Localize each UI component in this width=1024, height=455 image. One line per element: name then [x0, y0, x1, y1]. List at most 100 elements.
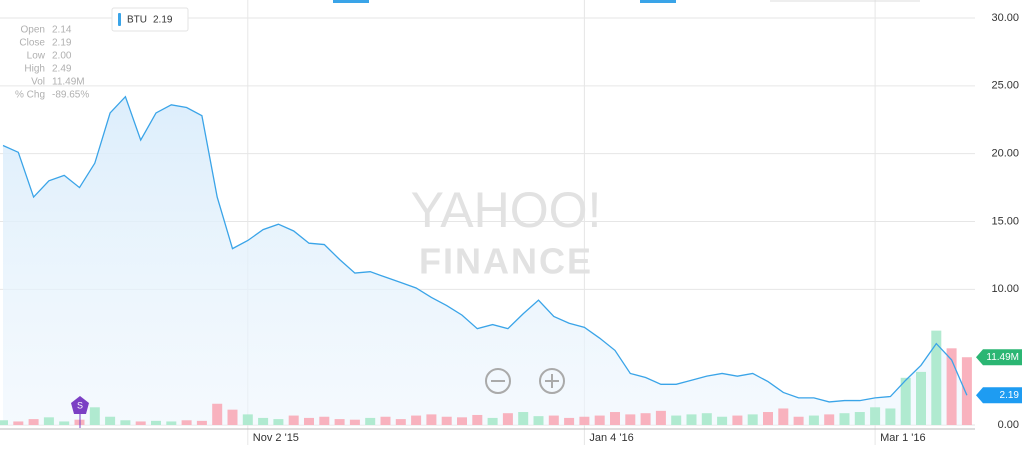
price-tag: 2.19	[1000, 390, 1020, 401]
volume-bar	[13, 421, 24, 425]
zoom-out-button[interactable]	[485, 368, 511, 394]
volume-bar	[151, 420, 161, 425]
volume-bar	[946, 348, 957, 425]
volume-bar	[701, 413, 712, 425]
volume-bar	[166, 421, 177, 425]
volume-bar	[441, 416, 452, 425]
volume-bar	[380, 416, 391, 425]
volume-bar	[227, 409, 238, 425]
info-label: High	[24, 64, 45, 75]
volume-bar	[640, 413, 651, 425]
info-label: Low	[27, 51, 46, 62]
volume-bar	[594, 415, 605, 425]
volume-bar	[319, 416, 330, 425]
volume-bar	[839, 413, 850, 425]
info-value: 11.49M	[52, 77, 85, 88]
y-tick-label: 25.00	[991, 80, 1019, 92]
volume-bar	[411, 415, 422, 425]
volume-bar	[870, 407, 881, 425]
y-tick-label: 10.00	[991, 283, 1019, 295]
volume-bar	[931, 330, 942, 425]
volume-bar	[89, 407, 100, 425]
x-tick-label: Nov 2 '15	[253, 432, 299, 444]
y-tick-label: 0.00	[998, 419, 1019, 431]
volume-bar	[808, 415, 819, 425]
volume-bar	[334, 419, 345, 425]
info-value: 2.00	[52, 51, 72, 62]
y-tick-label: 15.00	[991, 215, 1019, 227]
volume-bar	[395, 419, 406, 425]
volume-bar	[258, 417, 269, 425]
volume-bar	[43, 417, 54, 425]
volume-bar	[671, 415, 682, 425]
volume-bar	[610, 412, 620, 425]
volume-bar	[457, 417, 467, 425]
tab-indicator	[640, 0, 676, 3]
volume-bar	[778, 408, 789, 425]
info-label: Vol	[31, 77, 45, 88]
zoom-in-button[interactable]	[539, 368, 565, 394]
volume-bar	[365, 417, 376, 425]
volume-bar	[579, 416, 590, 425]
legend-name: BTU	[127, 15, 147, 26]
watermark: YAHOO!	[411, 182, 602, 238]
price-tag-bg	[976, 387, 1022, 404]
volume-bar	[120, 420, 131, 425]
info-value: 2.49	[52, 64, 72, 75]
volume-bar	[655, 410, 666, 425]
volume-bar	[625, 414, 636, 425]
volume-bar	[28, 419, 39, 425]
volume-bar	[763, 412, 773, 425]
volume-bar	[212, 403, 223, 425]
volume-bar	[916, 371, 926, 425]
volume-bar	[900, 377, 911, 425]
volume-bar	[288, 415, 299, 425]
volume-bar	[885, 408, 896, 425]
x-tick-label: Jan 4 '16	[589, 432, 633, 444]
info-value: 2.14	[52, 25, 72, 36]
legend-box	[111, 7, 189, 32]
volume-bar	[502, 413, 513, 425]
volume-bar	[426, 414, 437, 425]
volume-tag-bg	[976, 349, 1022, 366]
volume-bar	[533, 416, 544, 425]
volume-bar	[793, 416, 804, 425]
volume-bar	[135, 421, 146, 425]
info-label: Close	[19, 38, 45, 49]
volume-bar	[732, 415, 743, 425]
legend-value: 2.19	[153, 15, 173, 26]
y-tick-label: 30.00	[991, 12, 1019, 24]
volume-bar	[181, 420, 192, 425]
volume-bar	[304, 417, 314, 425]
info-label: % Chg	[15, 90, 45, 101]
y-tick-label: 20.00	[991, 148, 1019, 160]
volume-tag: 11.49M	[986, 352, 1019, 363]
event-label: S	[77, 400, 83, 410]
legend-swatch	[118, 13, 121, 26]
volume-bar	[686, 414, 697, 425]
info-value: 2.19	[52, 38, 72, 49]
volume-bar	[59, 421, 70, 425]
volume-bar	[717, 416, 728, 425]
price-line	[2, 95, 968, 403]
volume-bar	[747, 414, 758, 425]
volume-bar	[105, 416, 116, 425]
x-tick-label: Mar 1 '16	[880, 432, 926, 444]
event-marker[interactable]: S	[71, 396, 89, 428]
volume-bar	[472, 414, 483, 425]
info-label: Open	[21, 25, 45, 36]
volume-bar	[518, 412, 529, 425]
volume-bar	[564, 417, 575, 425]
volume-bar	[824, 414, 835, 425]
volume-bar	[548, 415, 559, 425]
watermark: FINANCE	[419, 241, 593, 282]
volume-bar	[0, 420, 8, 425]
volume-bar	[349, 419, 360, 425]
volume-bar	[242, 414, 253, 425]
volume-bar	[854, 412, 865, 425]
info-value: -89.65%	[52, 90, 89, 101]
volume-bar	[273, 419, 284, 425]
volume-bar	[961, 357, 972, 425]
volume-bar	[196, 420, 207, 425]
